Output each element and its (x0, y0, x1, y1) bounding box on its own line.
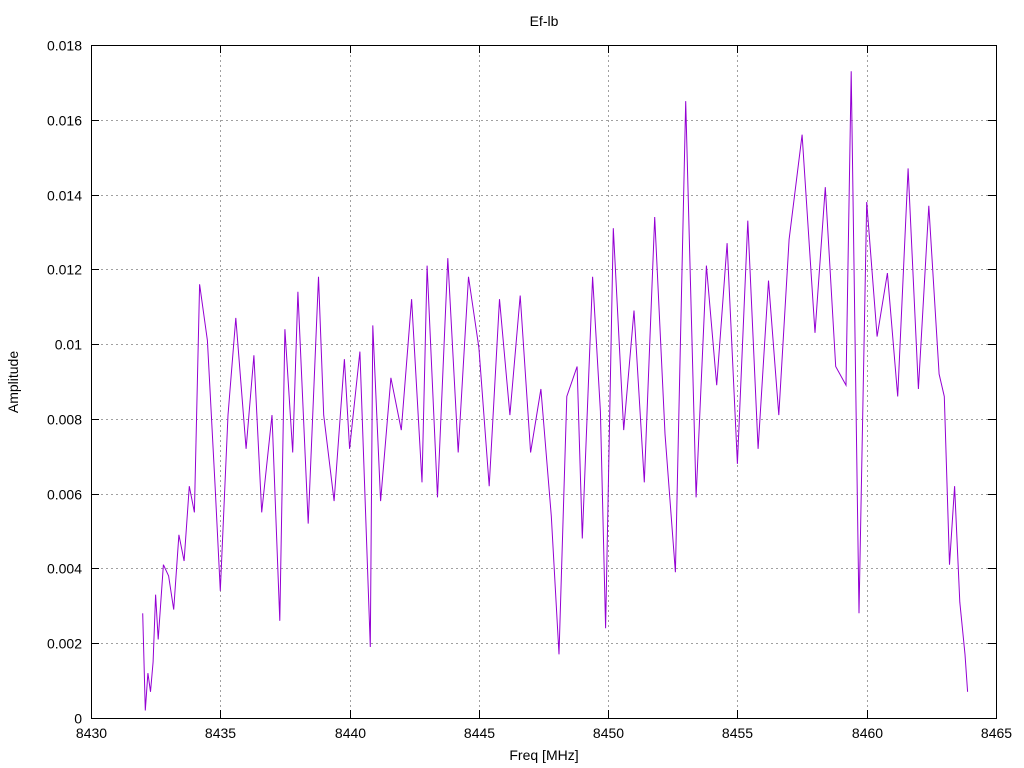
y-tick-label: 0.014 (47, 188, 82, 204)
y-tick-labels: 0 0.002 0.004 0.006 0.008 0.01 0.012 0.014 0.016… (47, 38, 82, 727)
y-tick-label: 0.002 (47, 636, 82, 652)
x-tick-label: 8435 (205, 725, 236, 741)
y-tick-label: 0.016 (47, 113, 82, 129)
x-axis-title: Freq [MHz] (509, 747, 578, 763)
y-tick-label: 0.004 (47, 561, 82, 577)
x-tick-label: 8460 (852, 725, 883, 741)
y-tick-label: 0.012 (47, 262, 82, 278)
y-tick-label: 0.008 (47, 412, 82, 428)
x-tick-label: 8455 (722, 725, 753, 741)
x-tick-label: 8430 (76, 725, 107, 741)
x-tick-labels: 8430 8435 8440 8445 8450 8455 8460 8465 (76, 725, 1012, 741)
y-tick-label: 0.006 (47, 487, 82, 503)
y-tick-label: 0.018 (47, 38, 82, 54)
x-tick-label: 8445 (464, 725, 495, 741)
y-tick-label: 0.01 (55, 337, 82, 353)
y-axis-title: Amplitude (5, 351, 21, 413)
x-tick-label: 8465 (981, 725, 1012, 741)
chart-title: Ef-lb (530, 13, 559, 29)
grid-lines (91, 45, 996, 718)
x-tick-label: 8450 (593, 725, 624, 741)
plot-frame (91, 45, 997, 719)
y-tick-label: 0 (74, 711, 82, 727)
tick-marks (91, 45, 997, 719)
series-layer (142, 71, 969, 711)
x-tick-label: 8440 (335, 725, 366, 741)
series-line (142, 71, 969, 711)
